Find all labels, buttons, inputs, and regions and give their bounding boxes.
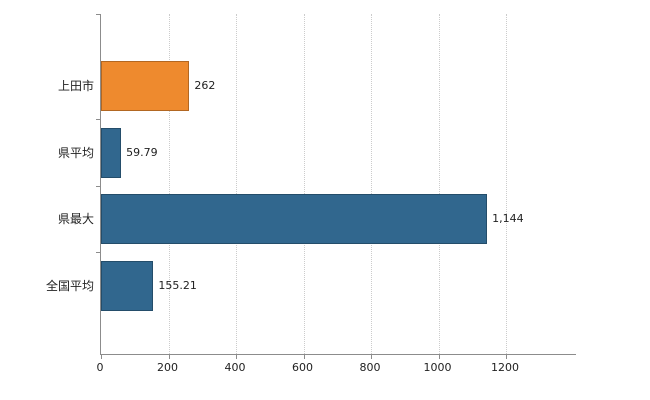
gridline [303, 14, 305, 354]
x-tick-label: 1200 [491, 361, 519, 374]
gridline [168, 14, 170, 354]
bar-value-label: 155.21 [158, 278, 197, 292]
y-axis-tick [96, 185, 100, 187]
bar [101, 260, 154, 311]
x-axis-tick [168, 355, 170, 359]
plot-area: 262 59.79 1,144 155.21 [96, 14, 576, 359]
category-label: 上田市 [57, 79, 94, 93]
bar [101, 127, 122, 178]
x-axis-tick [236, 355, 237, 359]
x-tick-label: 1000 [423, 361, 452, 374]
gridline [371, 14, 372, 354]
gridline [506, 14, 507, 354]
y-axis-tick [96, 119, 100, 120]
x-tick-label: 600 [292, 361, 313, 374]
x-axis-tick [303, 355, 305, 359]
x-tick-label: 200 [157, 361, 178, 374]
bar-value-label: 59.79 [126, 145, 158, 159]
x-axis-tick [371, 355, 372, 359]
x-axis-tick [438, 355, 440, 359]
x-tick-label: 0 [96, 361, 104, 374]
x-axis-tick [101, 355, 102, 359]
bar-value-label: 262 [194, 79, 216, 92]
y-axis-tick [96, 14, 100, 15]
bar [101, 61, 190, 111]
y-axis-tick [96, 252, 100, 253]
gridline [236, 14, 237, 354]
x-tick-label: 400 [224, 361, 246, 374]
bar [101, 194, 488, 244]
x-axis-tick [506, 355, 507, 359]
gridline [438, 14, 440, 354]
bar-value-label: 1,144 [492, 212, 524, 225]
category-label: 全国平均 [45, 278, 94, 293]
category-label: 県平均 [57, 145, 94, 160]
x-tick-label: 800 [359, 361, 381, 374]
category-label: 県最大 [57, 212, 94, 226]
